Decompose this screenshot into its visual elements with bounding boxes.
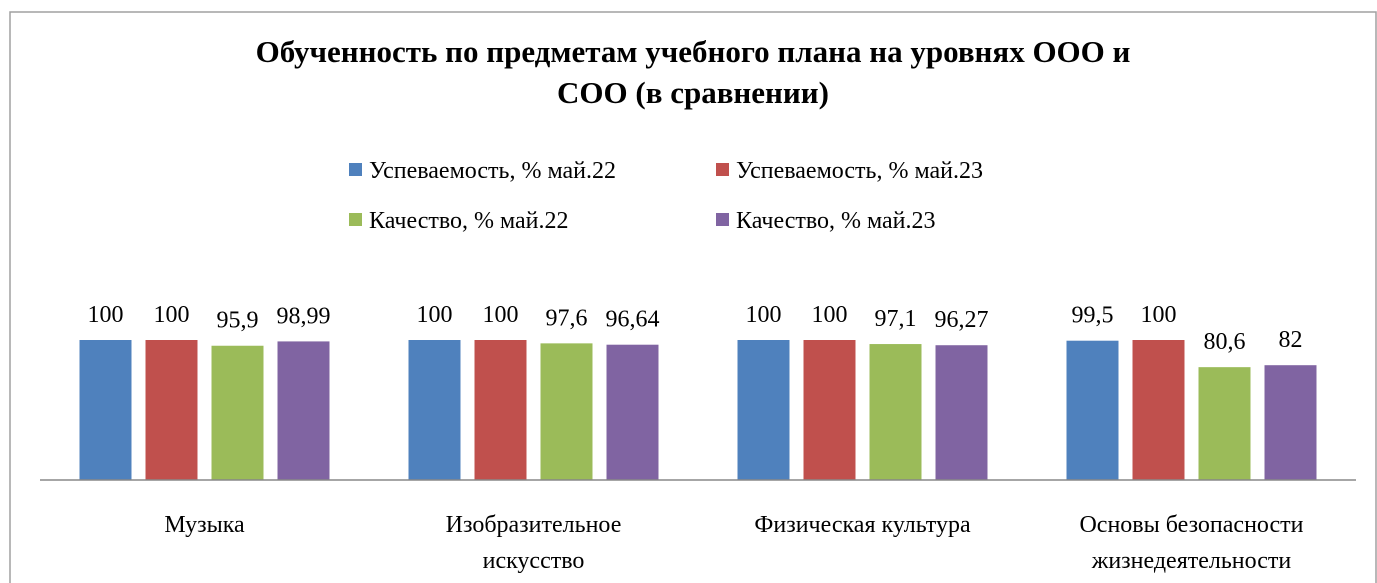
chart-title: Обученность по предметам учебного плана … xyxy=(256,34,1131,110)
x-tick-label: Музыка xyxy=(164,512,245,538)
legend-label: Успеваемость, % май.22 xyxy=(369,158,616,184)
bar xyxy=(408,340,461,480)
data-label: 100 xyxy=(88,302,124,328)
bar xyxy=(145,340,198,480)
legend-swatch xyxy=(716,213,729,226)
bar xyxy=(1264,365,1317,480)
bar xyxy=(935,345,988,480)
bar xyxy=(606,344,659,480)
data-label: 100 xyxy=(812,302,848,328)
bar xyxy=(277,341,330,480)
legend-label: Успеваемость, % май.23 xyxy=(736,158,983,184)
x-tick-label: Изобразительное искусство xyxy=(446,512,622,574)
data-label: 97,6 xyxy=(546,305,588,331)
bar xyxy=(1132,340,1185,480)
data-label: 100 xyxy=(417,302,453,328)
x-tick-label: Физическая культура xyxy=(754,512,971,538)
bar xyxy=(211,345,264,480)
data-label: 100 xyxy=(154,302,190,328)
data-label: 97,1 xyxy=(875,306,917,332)
data-label: 100 xyxy=(483,302,519,328)
bar xyxy=(869,344,922,480)
data-label: 96,64 xyxy=(606,307,660,333)
legend-label: Качество, % май.22 xyxy=(369,208,569,234)
data-label: 95,9 xyxy=(217,308,259,334)
data-label: 80,6 xyxy=(1204,329,1246,355)
legend-swatch xyxy=(349,213,362,226)
bar xyxy=(803,340,856,480)
chart-border xyxy=(9,11,1377,583)
bar xyxy=(1198,367,1251,480)
data-label: 98,99 xyxy=(277,303,331,329)
bar xyxy=(1066,340,1119,480)
data-label: 82 xyxy=(1279,327,1303,353)
bar xyxy=(737,340,790,480)
x-tick-label: Основы безопасности жизнедеятельности xyxy=(1079,512,1303,574)
legend-label: Качество, % май.23 xyxy=(736,208,936,234)
data-label: 96,27 xyxy=(935,307,989,333)
data-label: 100 xyxy=(746,302,782,328)
legend-swatch xyxy=(349,163,362,176)
bar xyxy=(79,340,132,480)
bar xyxy=(474,340,527,480)
data-label: 99,5 xyxy=(1072,303,1114,329)
legend-swatch xyxy=(716,163,729,176)
bar xyxy=(540,343,593,480)
data-label: 100 xyxy=(1141,302,1177,328)
